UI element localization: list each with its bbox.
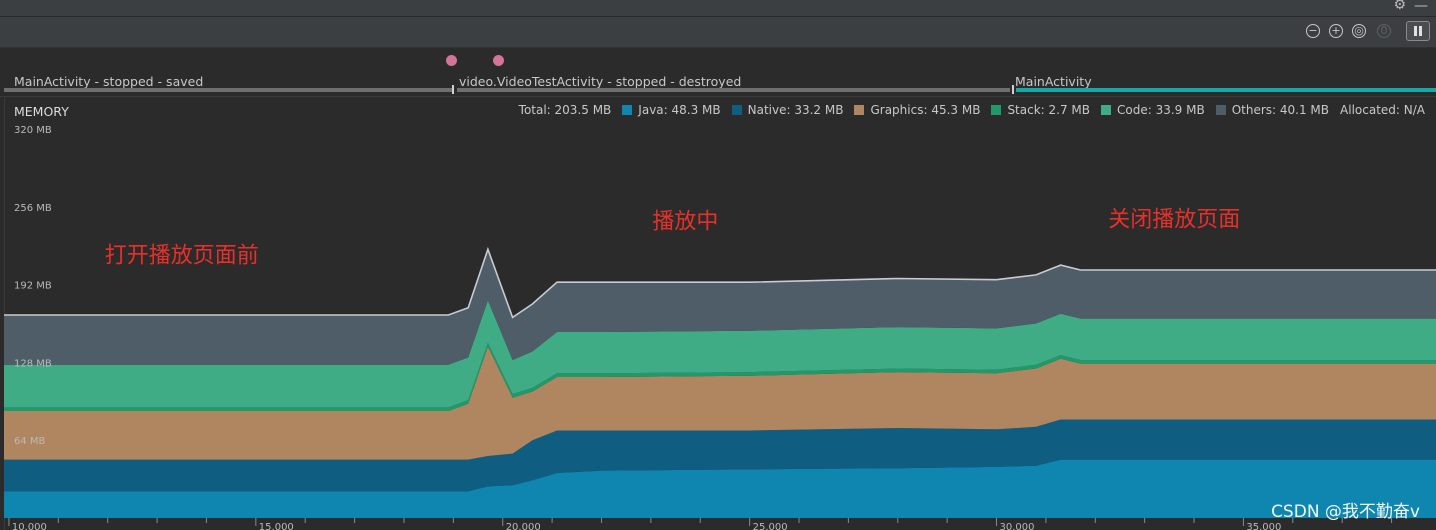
watermark: CSDN @我不勤奋v [1271, 502, 1420, 522]
activity-separator [1012, 85, 1014, 94]
legend-swatch-java [622, 105, 633, 115]
y-tick-label: 192 MB [14, 281, 52, 292]
legend-swatch-code [1101, 105, 1112, 115]
area-stack [4, 342, 1436, 411]
live-icon[interactable]: 0 [1377, 24, 1391, 38]
activity-label: MainActivity - stopped - saved [14, 74, 204, 89]
chart-annotation: 打开播放页面前 [105, 244, 259, 269]
left-border [4, 48, 5, 530]
legend-item-graphics: Graphics: 45.3 MB [854, 103, 980, 117]
legend-swatch-stack [991, 105, 1002, 115]
profiler-toolbar: − + ◎ 0 [0, 17, 1436, 48]
section-divider [0, 96, 1436, 97]
y-tick-label: 128 MB [14, 358, 52, 369]
x-tick-label: 30.000 [1000, 522, 1035, 530]
activity-label: MainActivity [1015, 74, 1092, 89]
pause-button[interactable] [1406, 21, 1430, 41]
event-timeline: MainActivity - stopped - saved video.Vid… [0, 48, 1436, 96]
legend-item-native: Native: 33.2 MB [731, 103, 844, 117]
memory-legend: Total: 203.5 MB Java: 48.3 MB Native: 33… [519, 103, 1425, 117]
memory-title: MEMORY [14, 104, 69, 119]
legend-swatch-graphics [854, 105, 865, 115]
legend-item-stack: Stack: 2.7 MB [991, 103, 1090, 117]
legend-label: Stack: 2.7 MB [1007, 103, 1091, 117]
legend-item-code: Code: 33.9 MB [1101, 103, 1205, 117]
legend-item-java: Java: 48.3 MB [622, 103, 721, 117]
activity-separator [452, 85, 454, 94]
legend-total: Total: 203.5 MB [518, 103, 612, 117]
chart-annotation: 播放中 [652, 210, 718, 235]
x-tick-label: 10.000 [12, 522, 47, 530]
x-tick-label: 20.000 [506, 522, 541, 530]
x-tick-label: 15.000 [259, 522, 294, 530]
zoom-in-icon[interactable]: + [1329, 24, 1343, 38]
memory-chart[interactable]: 320 MB 256 MB 192 MB 128 MB 64 MB 10.000 15.00… [0, 97, 1436, 530]
total-line [4, 246, 1436, 319]
legend-label: Graphics: 45.3 MB [870, 103, 981, 117]
area-graphics [4, 346, 1436, 460]
legend-swatch-others [1215, 105, 1226, 115]
legend-swatch-native [731, 105, 742, 115]
activity-bar-active[interactable] [1016, 88, 1436, 92]
legend-allocated: Allocated: N/A [1340, 103, 1425, 117]
area-java [4, 459, 1436, 518]
area-native [4, 419, 1436, 492]
activity-bar[interactable] [4, 88, 453, 92]
area-others [4, 249, 1436, 365]
x-tick-label: 25.000 [753, 522, 788, 530]
chart-annotation: 关闭播放页面 [1108, 207, 1240, 232]
legend-label: Native: 33.2 MB [747, 103, 844, 117]
touch-event-dot[interactable] [446, 55, 457, 66]
legend-label: Others: 40.1 MB [1231, 103, 1330, 117]
zoom-out-icon[interactable]: − [1306, 24, 1320, 38]
y-tick-label: 256 MB [14, 203, 52, 214]
legend-item-others: Others: 40.1 MB [1215, 103, 1330, 117]
legend-label: Code: 33.9 MB [1117, 103, 1205, 117]
reset-zoom-icon[interactable]: ◎ [1352, 24, 1366, 38]
minimize-icon[interactable]: — [1414, 0, 1428, 14]
window-title-bar: ⚙ — [0, 0, 1436, 17]
area-code [4, 300, 1436, 408]
y-tick-label: 320 MB [14, 125, 52, 136]
touch-event-dot[interactable] [493, 55, 504, 66]
x-tick-label: 35.000 [1246, 522, 1281, 530]
legend-label: Java: 48.3 MB [638, 103, 721, 117]
y-tick-label: 64 MB [14, 436, 46, 447]
activity-label: video.VideoTestActivity - stopped - dest… [459, 74, 742, 89]
activity-bar[interactable] [457, 88, 1010, 92]
gear-icon[interactable]: ⚙ [1393, 0, 1406, 13]
